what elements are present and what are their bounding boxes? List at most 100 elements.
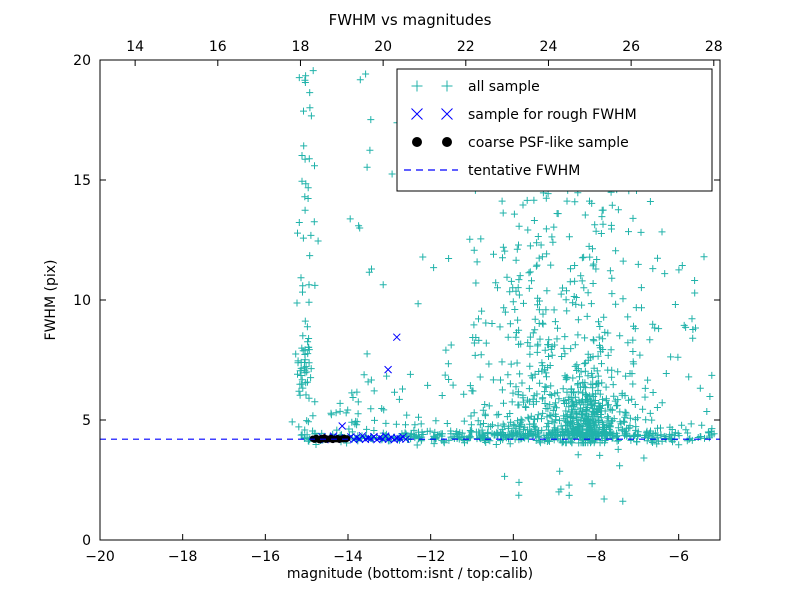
all-sample-point	[499, 420, 507, 428]
all-sample-point	[305, 343, 313, 351]
all-sample-point	[595, 333, 603, 341]
all-sample-point	[304, 378, 311, 386]
all-sample-point	[539, 320, 547, 328]
all-sample-point	[424, 381, 432, 389]
all-sample-point	[476, 421, 484, 429]
all-sample-point	[348, 428, 356, 436]
all-sample-point	[604, 413, 612, 421]
all-sample-point	[514, 316, 522, 324]
all-sample-point	[559, 385, 567, 393]
all-sample-point	[662, 370, 670, 377]
all-sample-point	[529, 329, 537, 337]
sample-for-rough-fwhm-point	[393, 434, 402, 442]
all-sample-point	[600, 495, 608, 503]
all-sample-point	[346, 215, 354, 223]
all-sample-point	[314, 237, 322, 245]
all-sample-point	[637, 228, 645, 236]
all-sample-point	[476, 373, 484, 381]
all-sample-point	[564, 421, 572, 429]
all-sample-point	[477, 235, 485, 243]
all-sample-point	[696, 384, 704, 392]
all-sample-point	[501, 472, 509, 480]
all-sample-point	[311, 281, 319, 289]
y-axis-label: FWHM (pix)	[43, 260, 59, 341]
all-sample-point	[589, 353, 597, 361]
all-sample-point	[629, 214, 637, 222]
all-sample-point	[539, 409, 547, 417]
all-sample-point	[295, 387, 303, 395]
all-sample-point	[703, 408, 711, 415]
all-sample-point	[445, 376, 453, 383]
all-sample-point	[488, 320, 496, 327]
all-sample-point	[601, 407, 609, 415]
all-sample-point	[596, 390, 604, 398]
all-sample-point	[430, 434, 438, 442]
all-sample-point	[560, 428, 568, 436]
all-sample-point	[578, 301, 586, 309]
all-sample-point	[535, 254, 543, 262]
all-sample-point	[641, 393, 649, 401]
all-sample-point	[311, 162, 318, 170]
all-sample-point	[298, 376, 306, 384]
all-sample-point	[506, 440, 514, 448]
all-sample-point	[557, 290, 565, 298]
all-sample-point	[348, 389, 356, 397]
all-sample-point	[494, 422, 502, 430]
all-sample-point	[509, 284, 517, 292]
all-sample-point	[598, 436, 606, 444]
all-sample-point	[292, 350, 300, 358]
all-sample-point	[623, 424, 631, 432]
all-sample-point	[306, 104, 314, 112]
all-sample-point	[538, 395, 546, 403]
all-sample-point	[497, 376, 504, 384]
all-sample-point	[605, 401, 612, 409]
all-sample-point	[577, 272, 585, 280]
all-sample-point	[671, 301, 679, 308]
all-sample-point	[467, 412, 475, 420]
all-sample-point	[548, 351, 556, 359]
all-sample-point	[288, 418, 296, 426]
all-sample-point	[618, 391, 626, 399]
all-sample-point	[577, 422, 585, 430]
tick-label: 14	[126, 39, 144, 55]
all-sample-point	[524, 396, 531, 404]
all-sample-point	[438, 436, 446, 444]
all-sample-point	[536, 335, 544, 343]
all-sample-point	[432, 417, 440, 425]
all-sample-point	[525, 269, 533, 277]
coarse-psf-like-sample-point	[344, 435, 351, 442]
all-sample-point	[470, 409, 478, 417]
all-sample-point	[534, 301, 541, 309]
all-sample-point	[599, 220, 607, 228]
all-sample-point	[302, 180, 310, 188]
all-sample-point	[419, 253, 427, 261]
all-sample-point	[304, 195, 312, 202]
all-sample-point	[599, 401, 606, 409]
all-sample-point	[411, 434, 419, 442]
all-sample-point	[604, 351, 612, 359]
all-sample-point	[470, 321, 478, 329]
x-axis-label: magnitude (bottom:isnt / top:calib)	[287, 566, 533, 582]
legend: all sample sample for rough FWHM coarse PS…	[396, 68, 713, 192]
all-sample-point	[624, 313, 632, 321]
all-sample-point	[297, 431, 305, 439]
all-sample-point	[352, 417, 360, 425]
all-sample-point	[590, 393, 598, 400]
all-sample-point	[584, 372, 592, 380]
all-sample-point	[597, 230, 605, 237]
all-sample-point	[688, 315, 696, 323]
all-sample-point	[583, 403, 591, 411]
all-sample-point	[302, 391, 310, 399]
all-sample-point	[300, 364, 308, 372]
all-sample-point	[546, 391, 554, 398]
all-sample-point	[297, 274, 305, 282]
all-sample-point	[572, 300, 580, 308]
all-sample-point	[501, 308, 509, 316]
all-sample-point	[576, 373, 583, 381]
all-sample-point	[649, 265, 657, 273]
all-sample-point	[301, 76, 309, 84]
all-sample-point	[356, 76, 364, 84]
all-sample-point	[547, 345, 555, 353]
all-sample-point	[529, 395, 537, 403]
